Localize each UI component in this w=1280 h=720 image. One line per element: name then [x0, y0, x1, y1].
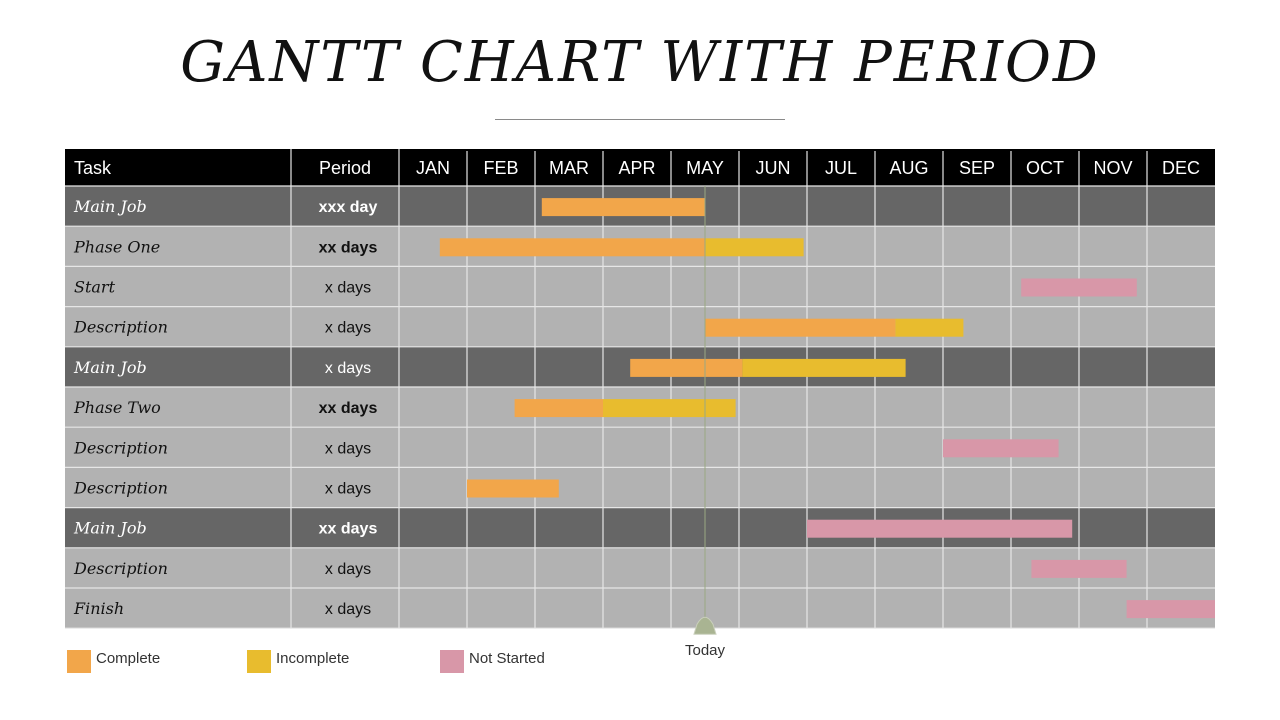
bar-incomplete [742, 358, 906, 377]
today-label: Today [685, 642, 726, 659]
month-label-dec: DEC [1162, 158, 1200, 178]
task-period: xx days [319, 400, 378, 417]
task-period: x days [325, 440, 371, 457]
bar-complete [514, 399, 603, 418]
legend-swatch-incomplete [247, 650, 271, 673]
task-period: x days [325, 601, 371, 618]
legend-swatch-not-started [440, 650, 464, 673]
bar-complete [705, 318, 896, 337]
month-label-apr: APR [618, 158, 655, 178]
task-period: xx days [319, 521, 378, 538]
task-name: Phase One [73, 237, 160, 256]
legend-swatch-complete [67, 650, 91, 673]
bar-not-started [807, 519, 1073, 538]
bar-complete [439, 238, 705, 257]
task-name: Description [73, 559, 168, 578]
bar-not-started [1021, 278, 1137, 297]
bar-incomplete [895, 318, 964, 337]
header-row [65, 149, 1215, 186]
today-marker-icon [693, 616, 717, 635]
month-label-aug: AUG [889, 158, 928, 178]
task-row [65, 467, 1215, 508]
task-name: Main Job [73, 197, 147, 216]
legend-label-complete: Complete [96, 650, 160, 667]
legend-label-incomplete: Incomplete [276, 650, 349, 667]
task-period: x days [325, 320, 371, 337]
bar-complete [541, 198, 705, 217]
task-name: Finish [73, 599, 124, 618]
bar-incomplete [603, 399, 736, 418]
month-label-jan: JAN [416, 158, 450, 178]
bar-not-started [1031, 559, 1127, 578]
bar-not-started [1126, 600, 1215, 619]
task-row [65, 306, 1215, 347]
task-name: Main Job [73, 358, 147, 377]
bar-not-started [943, 439, 1059, 458]
month-label-nov: NOV [1093, 158, 1132, 178]
task-period: x days [325, 561, 371, 578]
task-name: Description [73, 438, 168, 457]
task-name: Description [73, 318, 168, 337]
task-period: x days [325, 360, 371, 377]
bar-complete [630, 358, 743, 377]
bar-complete [467, 479, 559, 498]
task-row [65, 547, 1215, 588]
month-label-may: MAY [686, 158, 724, 178]
month-label-mar: MAR [549, 158, 589, 178]
task-name: Phase Two [73, 398, 161, 417]
header-period: Period [319, 158, 371, 178]
month-label-sep: SEP [959, 158, 995, 178]
month-label-feb: FEB [483, 158, 518, 178]
task-name: Start [74, 278, 116, 297]
bar-incomplete [705, 238, 804, 257]
task-period: xxx day [319, 199, 378, 216]
task-name: Description [73, 479, 168, 498]
month-label-oct: OCT [1026, 158, 1064, 178]
legend-label-not-started: Not Started [469, 650, 545, 667]
title-underline [495, 119, 785, 120]
task-row [65, 588, 1215, 629]
month-label-jul: JUL [825, 158, 857, 178]
task-period: xx days [319, 239, 378, 256]
task-period: x days [325, 280, 371, 297]
chart-title: GANTT CHART WITH PERIOD [180, 30, 1100, 95]
month-label-jun: JUN [756, 158, 791, 178]
header-task: Task [74, 158, 112, 178]
task-name: Main Job [73, 519, 147, 538]
task-period: x days [325, 481, 371, 498]
